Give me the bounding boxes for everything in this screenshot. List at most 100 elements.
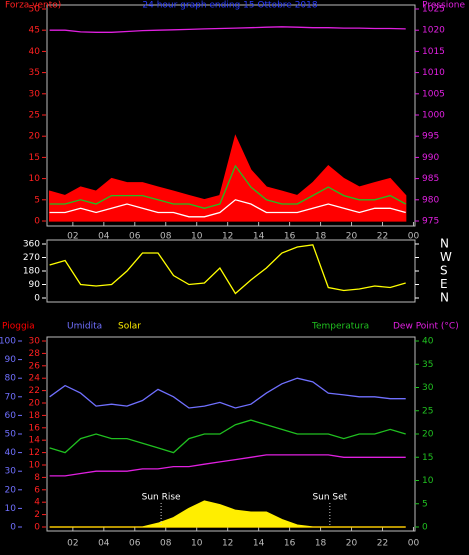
y2-tick-label: 35 — [422, 360, 433, 370]
y3-tick-label: 0 — [34, 523, 40, 533]
y-tick-label: 30 — [29, 89, 41, 99]
x-tick-label: 18 — [315, 539, 327, 549]
y2-tick-label: 20 — [422, 430, 434, 440]
x-tick-label: 20 — [346, 539, 358, 549]
y2-tick-label: 1015 — [422, 47, 445, 57]
legend-label: Temperatura — [311, 322, 369, 332]
x-tick-label: 12 — [222, 232, 233, 242]
y3-tick-label: 30 — [29, 337, 41, 347]
x-tick-label: 18 — [315, 232, 327, 242]
y-tick-label: 10 — [29, 174, 41, 184]
y2-tick-label: S — [440, 264, 448, 278]
y3-tick-label: 12 — [29, 448, 40, 458]
x-tick-label: 00 — [408, 539, 420, 549]
y2-axis-title: Pressione — [422, 1, 465, 11]
y-tick-label: 360 — [23, 240, 40, 250]
y-tick-label: 40 — [5, 448, 17, 458]
area — [49, 500, 406, 528]
x-tick-label: 02 — [67, 539, 78, 549]
y2-tick-label: 1000 — [422, 111, 445, 121]
y-tick-label: 0 — [34, 294, 40, 304]
x-tick-label: 12 — [222, 539, 233, 549]
y2-tick-label: 15 — [422, 453, 433, 463]
y3-tick-label: 6 — [34, 485, 40, 495]
y2-tick-label: 25 — [422, 406, 433, 416]
y-axis-title: Forza vento) — [5, 1, 61, 11]
x-tick-label: 22 — [377, 232, 388, 242]
y2-tick-label: 10 — [422, 476, 434, 486]
x-tick-label: 08 — [160, 232, 172, 242]
x-tick-label: 16 — [284, 539, 296, 549]
x-tick-label: 16 — [284, 232, 296, 242]
y3-tick-label: 24 — [29, 374, 41, 384]
y3-tick-label: 2 — [34, 510, 40, 520]
x-tick-label: 10 — [191, 232, 203, 242]
y3-tick-label: 16 — [29, 423, 41, 433]
y-tick-label: 35 — [29, 68, 40, 78]
x-tick-label: 04 — [98, 539, 110, 549]
chart-title: 24 hour graph ending 15 Ottobre 2018 — [142, 1, 317, 11]
y3-tick-label: 22 — [29, 386, 40, 396]
line — [49, 454, 406, 477]
x-tick-label: 10 — [191, 539, 203, 549]
y2-tick-label: 0 — [422, 523, 428, 533]
annotation: Sun Set — [312, 493, 347, 503]
y-tick-label: 15 — [29, 153, 40, 163]
x-tick-label: 08 — [160, 539, 172, 549]
y-tick-label: 20 — [5, 485, 17, 495]
annotation: Sun Rise — [142, 493, 181, 503]
y-tick-label: 0 — [34, 217, 40, 227]
y2-tick-label: W — [440, 250, 452, 264]
y3-tick-label: 26 — [29, 361, 41, 371]
y-tick-label: 20 — [29, 132, 41, 142]
x-tick-label: 20 — [346, 232, 358, 242]
y2-tick-label: 1020 — [422, 26, 445, 36]
y2-tick-label: 30 — [422, 383, 434, 393]
y-tick-label: 50 — [29, 5, 41, 15]
line — [49, 377, 406, 409]
y-tick-label: 40 — [29, 47, 41, 57]
y-tick-label: 0 — [10, 523, 16, 533]
x-tick-label: 14 — [253, 539, 265, 549]
y2-tick-label: 975 — [422, 217, 439, 227]
legend-label: Pioggia — [2, 322, 35, 332]
y-tick-label: 90 — [29, 280, 41, 290]
y-tick-label: 60 — [5, 411, 17, 421]
area — [48, 134, 407, 222]
y3-tick-label: 10 — [29, 461, 41, 471]
y2-tick-label: N — [440, 291, 449, 305]
x-tick-label: 02 — [67, 232, 78, 242]
y-tick-label: 30 — [5, 467, 17, 477]
y-tick-label: 45 — [29, 26, 40, 36]
y3-tick-label: 14 — [29, 436, 41, 446]
y2-tick-label: 980 — [422, 195, 439, 205]
y2-tick-label: 5 — [422, 499, 428, 509]
y2-tick-label: 40 — [422, 337, 434, 347]
legend-label: Solar — [118, 322, 141, 332]
y3-tick-label: 8 — [34, 473, 40, 483]
y2-tick-label: E — [440, 277, 448, 291]
x-tick-label: 22 — [377, 539, 388, 549]
x-tick-label: 00 — [408, 232, 420, 242]
y-tick-label: 180 — [23, 267, 40, 277]
x-tick-label: 04 — [98, 232, 110, 242]
y2-tick-label: 985 — [422, 174, 439, 184]
y-tick-label: 70 — [5, 392, 17, 402]
y-tick-label: 90 — [5, 355, 17, 365]
y2-tick-label: N — [440, 237, 449, 251]
y2-tick-label: 1025 — [422, 5, 445, 15]
y-tick-label: 50 — [5, 430, 17, 440]
legend-label: Umidita — [67, 322, 102, 332]
line — [49, 419, 406, 454]
y3-tick-label: 28 — [29, 349, 41, 359]
y2-tick-label: 990 — [422, 153, 439, 163]
y2-tick-label: 1005 — [422, 89, 445, 99]
y-tick-label: 10 — [5, 504, 17, 514]
x-tick-label: 14 — [253, 232, 265, 242]
line — [49, 244, 406, 295]
legend-label: Dew Point (°C) — [393, 322, 459, 332]
y3-tick-label: 4 — [34, 498, 40, 508]
y3-tick-label: 20 — [29, 399, 41, 409]
